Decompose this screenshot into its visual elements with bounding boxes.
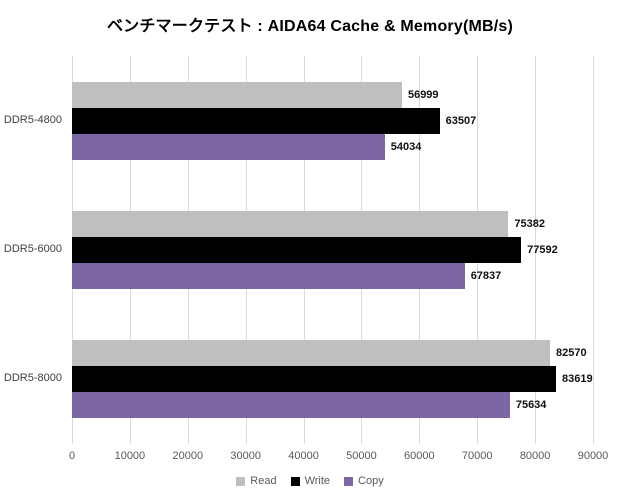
bar-ddr5-6000-write [72, 237, 522, 263]
x-tick-label: 10000 [114, 450, 146, 462]
data-label-ddr5-8000-write: 83619 [562, 373, 593, 386]
x-tick-label: 50000 [346, 450, 377, 462]
legend-marker-write [290, 476, 300, 486]
x-tick-label: 0 [68, 450, 76, 462]
legend: Read Write Copy [0, 475, 620, 487]
bar-ddr5-4800-read [72, 81, 402, 108]
bar-ddr5-8000-read [72, 340, 550, 367]
bar-ddr5-6000-copy [72, 263, 465, 289]
legend-label-copy: Copy [358, 475, 384, 487]
bar-ddr5-4800-copy [72, 133, 385, 160]
data-label-ddr5-4800-write: 63507 [445, 114, 477, 127]
category-label-ddr5-6000: DDR5-6000 [3, 243, 62, 255]
data-label-ddr5-6000-read: 75382 [514, 218, 545, 230]
x-tick-label: 30000 [230, 450, 261, 462]
data-label-ddr5-8000-read: 82570 [555, 347, 587, 360]
data-label-ddr5-6000-write: 77592 [527, 244, 558, 256]
category-label-ddr5-4800: DDR5-4800 [3, 113, 62, 126]
legend-item-read: Read [236, 475, 277, 487]
legend-marker-copy [344, 476, 354, 486]
category-label-ddr5-8000: DDR5-8000 [3, 372, 62, 385]
bar-ddr5-6000-read [72, 211, 509, 237]
bar-ddr5-8000-copy [72, 392, 510, 419]
legend-item-write: Write [290, 475, 331, 487]
gridline-x-90000 [593, 56, 594, 444]
x-tick-label: 80000 [519, 450, 551, 462]
data-label-ddr5-4800-copy: 54034 [390, 140, 422, 153]
legend-label-write: Write [304, 475, 331, 487]
x-tick-label: 40000 [288, 450, 319, 462]
chart-title: ベンチマークテスト : AIDA64 Cache & Memory(MB/s) [106, 18, 514, 35]
legend-item-copy: Copy [344, 475, 384, 487]
gridline-x-80000 [535, 56, 537, 444]
x-tick-label: 70000 [461, 450, 493, 462]
legend-label-read: Read [250, 475, 277, 487]
x-tick-label: 20000 [172, 450, 204, 462]
plot-area: 56999 63507 54034 75382 77592 67837 82570 83619… [72, 56, 594, 444]
x-tick-label: 90000 [577, 450, 609, 462]
legend-marker-read [236, 476, 246, 486]
data-label-ddr5-8000-copy: 75634 [515, 399, 547, 412]
data-label-ddr5-6000-copy: 67837 [470, 270, 502, 282]
bar-ddr5-4800-write [72, 107, 440, 134]
x-tick-label: 60000 [404, 450, 435, 462]
bar-ddr5-8000-write [72, 366, 557, 393]
data-label-ddr5-4800-read: 56999 [407, 88, 439, 101]
